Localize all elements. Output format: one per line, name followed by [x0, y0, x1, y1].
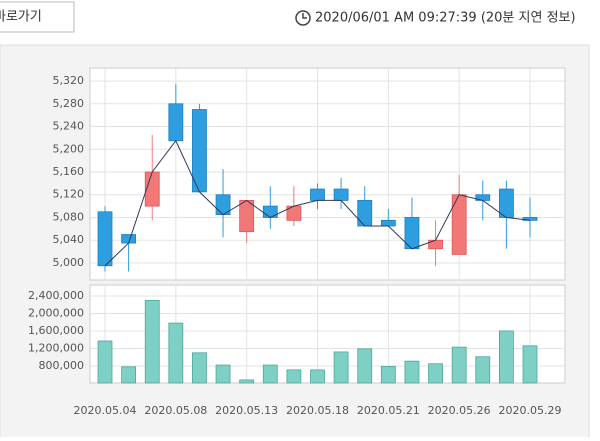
volume-bar — [239, 379, 255, 384]
candle-body — [498, 188, 514, 218]
candle-body — [97, 211, 113, 267]
volume-bar — [97, 340, 113, 384]
volume-bar — [144, 299, 160, 384]
candle-body — [333, 188, 349, 201]
close-line — [104, 139, 531, 267]
x-tick-label: 2020.05.08 — [144, 404, 207, 417]
clock-hands — [302, 13, 307, 19]
candle-body — [380, 219, 396, 227]
x-tick-label: 2020.05.13 — [215, 404, 278, 417]
y-tick-label: 5,040 — [53, 233, 85, 246]
volume-bar — [215, 364, 231, 384]
volume-bar — [380, 365, 396, 384]
volume-bar — [475, 356, 491, 384]
button-label[interactable]: 바로가기 — [0, 10, 42, 25]
volume-bar — [451, 346, 467, 384]
timestamp: 2020/06/01 AM 09:27:39 (20분 지연 정보) — [315, 11, 576, 26]
y-tick-label: 5,320 — [53, 74, 85, 87]
y-tick-label: 5,080 — [53, 210, 85, 223]
volume-bar — [522, 345, 538, 384]
y-tick-label: 5,120 — [53, 188, 85, 201]
candle-body — [192, 109, 207, 193]
volume-bar — [498, 330, 514, 384]
y-tick-label: 5,200 — [53, 142, 85, 155]
x-tick-label: 2020.05.26 — [428, 404, 491, 417]
volume-tick-label: 2,400,000 — [28, 289, 84, 302]
volume-bar — [404, 360, 420, 384]
volume-bar — [357, 348, 373, 384]
volume-bar — [262, 364, 278, 384]
clock-icon — [295, 10, 311, 26]
y-tick-label: 5,280 — [53, 97, 85, 110]
candle-body — [144, 171, 160, 207]
candle-body — [357, 200, 373, 227]
candle-body — [239, 200, 255, 233]
volume-bar — [286, 369, 302, 384]
candle-body — [310, 188, 325, 201]
candle-body — [262, 205, 278, 218]
shortcut-button[interactable] — [0, 1, 75, 33]
volume-bar — [121, 366, 137, 384]
x-tick-label: 2020.05.21 — [357, 404, 420, 417]
volume-bar — [333, 351, 349, 384]
price-plot — [89, 67, 566, 281]
x-tick-label: 2020.05.04 — [74, 404, 137, 417]
x-tick-label: 2020.05.29 — [499, 404, 562, 417]
volume-plot — [89, 284, 566, 384]
y-tick-label: 5,160 — [53, 165, 85, 178]
volume-bar — [310, 369, 325, 384]
volume-bar — [428, 363, 443, 384]
volume-tick-label: 2,000,000 — [28, 306, 84, 319]
volume-tick-label: 1,200,000 — [28, 341, 84, 354]
volume-bar — [192, 352, 207, 384]
y-tick-label: 5,000 — [53, 256, 85, 269]
volume-tick-label: 800,000 — [39, 359, 85, 372]
x-tick-label: 2020.05.18 — [286, 404, 349, 417]
volume-bar — [168, 322, 184, 384]
candle-body — [168, 103, 184, 142]
volume-tick-label: 1,600,000 — [28, 324, 84, 337]
y-tick-label: 5,240 — [53, 120, 85, 133]
